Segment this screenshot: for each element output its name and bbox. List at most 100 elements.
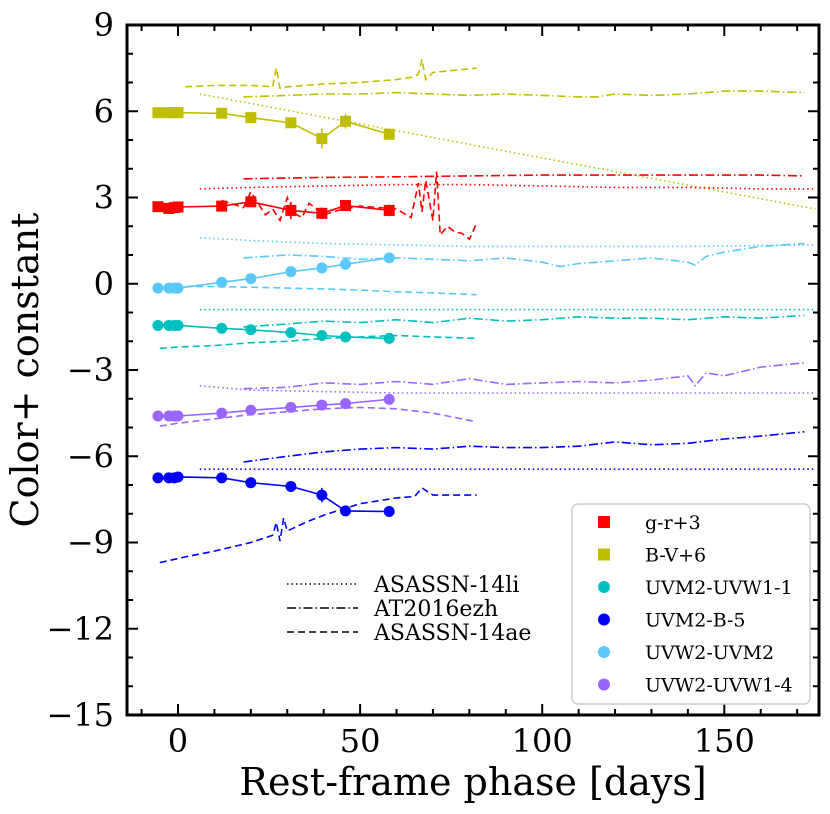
data-point-uvm2-b	[172, 471, 184, 483]
curve-at2016ezh-g-r	[243, 174, 805, 180]
data-point-uvw2-uvw1	[216, 407, 228, 419]
data-point-g-r	[152, 201, 164, 213]
y-tick-label: 9	[94, 6, 114, 44]
curve-asassn-14ae-uvw2-uvw1	[159, 406, 477, 427]
data-point-uvw2-uvm2	[152, 282, 164, 294]
curve-asassn-14li-g-r	[199, 183, 816, 190]
legend-color-label: UVM2-UVW1-1	[645, 577, 793, 599]
y-tick-label: 3	[94, 179, 114, 217]
data-point-uvw2-uvm2	[383, 252, 395, 264]
curve-at2016ezh-uvm2-b	[243, 431, 805, 463]
legend-marker-uvm2-b	[598, 613, 610, 626]
legend-color-label: g-r+3	[645, 512, 701, 534]
y-tick-label: 0	[94, 265, 114, 303]
legend-color-label: UVW2-UVM2	[645, 642, 774, 664]
data-point-uvm2-uvw1	[216, 322, 228, 334]
x-tick-label: 50	[340, 722, 381, 760]
data-point-g-r	[245, 196, 257, 208]
legend-style-label: ASASSN-14ae	[373, 621, 531, 646]
curve-asassn-14li-uvw2-uvw1	[199, 385, 816, 394]
legend-color-label: B-V+6	[645, 545, 706, 567]
data-point-uvm2-b	[285, 480, 297, 492]
data-point-uvw2-uvm2	[340, 258, 352, 270]
data-point-g-r	[316, 207, 328, 219]
data-point-g-r	[216, 200, 228, 212]
curve-at2016ezh-uvw2-uvm2	[243, 242, 805, 268]
data-point-uvm2-uvw1	[152, 319, 164, 331]
legend-color-label: UVM2-B-5	[645, 610, 746, 632]
x-tick-label: 0	[168, 722, 188, 760]
curve-at2016ezh-uvw2-uvw1	[243, 362, 805, 390]
data-point-uvw2-uvm2	[172, 282, 184, 294]
x-tick-label: 150	[694, 722, 755, 760]
data-point-b-v	[152, 107, 164, 119]
data-point-uvw2-uvw1	[383, 393, 395, 405]
data-point-uvw2-uvw1	[172, 410, 184, 422]
data-point-uvm2-uvw1	[340, 331, 352, 343]
data-point-uvw2-uvw1	[340, 398, 352, 410]
legend-style-label: AT2016ezh	[373, 597, 498, 622]
data-point-uvw2-uvw1	[152, 410, 164, 422]
data-point-g-r	[172, 201, 184, 213]
axis-ticks	[127, 24, 819, 716]
curve-at2016ezh-b-v	[243, 90, 805, 98]
curve-asassn-14ae-b-v	[185, 59, 477, 90]
data-point-uvm2-uvw1	[172, 319, 184, 331]
data-point-b-v	[383, 128, 395, 140]
data-point-uvw2-uvm2	[316, 262, 328, 274]
data-point-uvw2-uvw1	[285, 401, 297, 413]
legend-marker-g-r	[598, 516, 610, 528]
curve-asassn-14ae-uvm2-b	[159, 486, 477, 564]
x-tick-label: 100	[512, 722, 573, 760]
color-legend: g-r+3 B-V+6 UVM2-UVW1-1 UVM2-B-5 UVW2-UVM2 UV…	[571, 503, 811, 705]
data-point-g-r	[383, 204, 395, 216]
curve-asassn-14li-uvw2-uvm2	[199, 236, 816, 248]
legend-color-label: UVW2-UVW1-4	[645, 675, 793, 697]
data-point-uvm2-uvw1	[316, 330, 328, 341]
y-tick-label: 6	[94, 92, 114, 130]
legend-marker-uvm2-uvw1	[598, 581, 610, 593]
color-legend-box	[571, 503, 811, 705]
data-point-b-v	[316, 133, 328, 145]
curve-asassn-14ae-g-r	[221, 171, 478, 241]
data-point-uvw2-uvw1	[316, 399, 328, 411]
legend-style-label: ASASSN-14li	[373, 573, 519, 598]
x-axis-title: Rest-frame phase [days]	[239, 760, 706, 804]
y-tick-label: −3	[67, 351, 114, 389]
data-point-uvm2-b	[216, 472, 228, 484]
data-point-uvm2-uvw1	[285, 327, 297, 339]
y-tick-label: −12	[46, 610, 114, 648]
data-point-uvm2-b	[383, 505, 395, 517]
data-point-b-v	[340, 115, 352, 127]
data-point-uvm2-b	[340, 505, 352, 517]
y-axis-title: Color+ constant	[3, 213, 47, 528]
curve-asassn-14li-b-v	[199, 93, 816, 210]
data-series	[152, 107, 395, 517]
data-point-g-r	[285, 204, 297, 216]
x-tick-labels: 0 50 100 150	[168, 722, 755, 760]
data-point-uvm2-uvw1	[383, 332, 395, 344]
legend-marker-uvw2-uvm2	[598, 646, 610, 658]
data-point-b-v	[245, 112, 257, 124]
data-point-uvm2-b	[152, 472, 164, 484]
data-point-uvw2-uvm2	[216, 276, 228, 288]
data-point-uvm2-b	[245, 477, 257, 489]
legend-marker-b-v	[598, 548, 610, 561]
data-point-uvw2-uvm2	[285, 266, 297, 278]
y-tick-label: −9	[67, 524, 114, 562]
legend-marker-uvw2-uvw1	[598, 678, 610, 691]
data-point-b-v	[172, 107, 184, 119]
y-tick-labels: −15 −12 −9 −6 −3 0 3 6 9	[46, 6, 114, 734]
curve-asassn-14ae-uvw2-uvm2	[185, 285, 477, 296]
y-tick-label: −6	[67, 437, 114, 475]
data-point-b-v	[285, 117, 297, 129]
data-point-g-r	[340, 200, 352, 212]
data-point-uvw2-uvm2	[245, 273, 257, 285]
comparison-curves	[159, 59, 816, 564]
curve-asassn-14ae-uvm2-uvw1	[159, 334, 477, 350]
data-point-b-v	[216, 107, 228, 119]
curve-at2016ezh-uvm2-uvw1	[243, 314, 805, 328]
data-point-uvw2-uvw1	[245, 404, 257, 416]
